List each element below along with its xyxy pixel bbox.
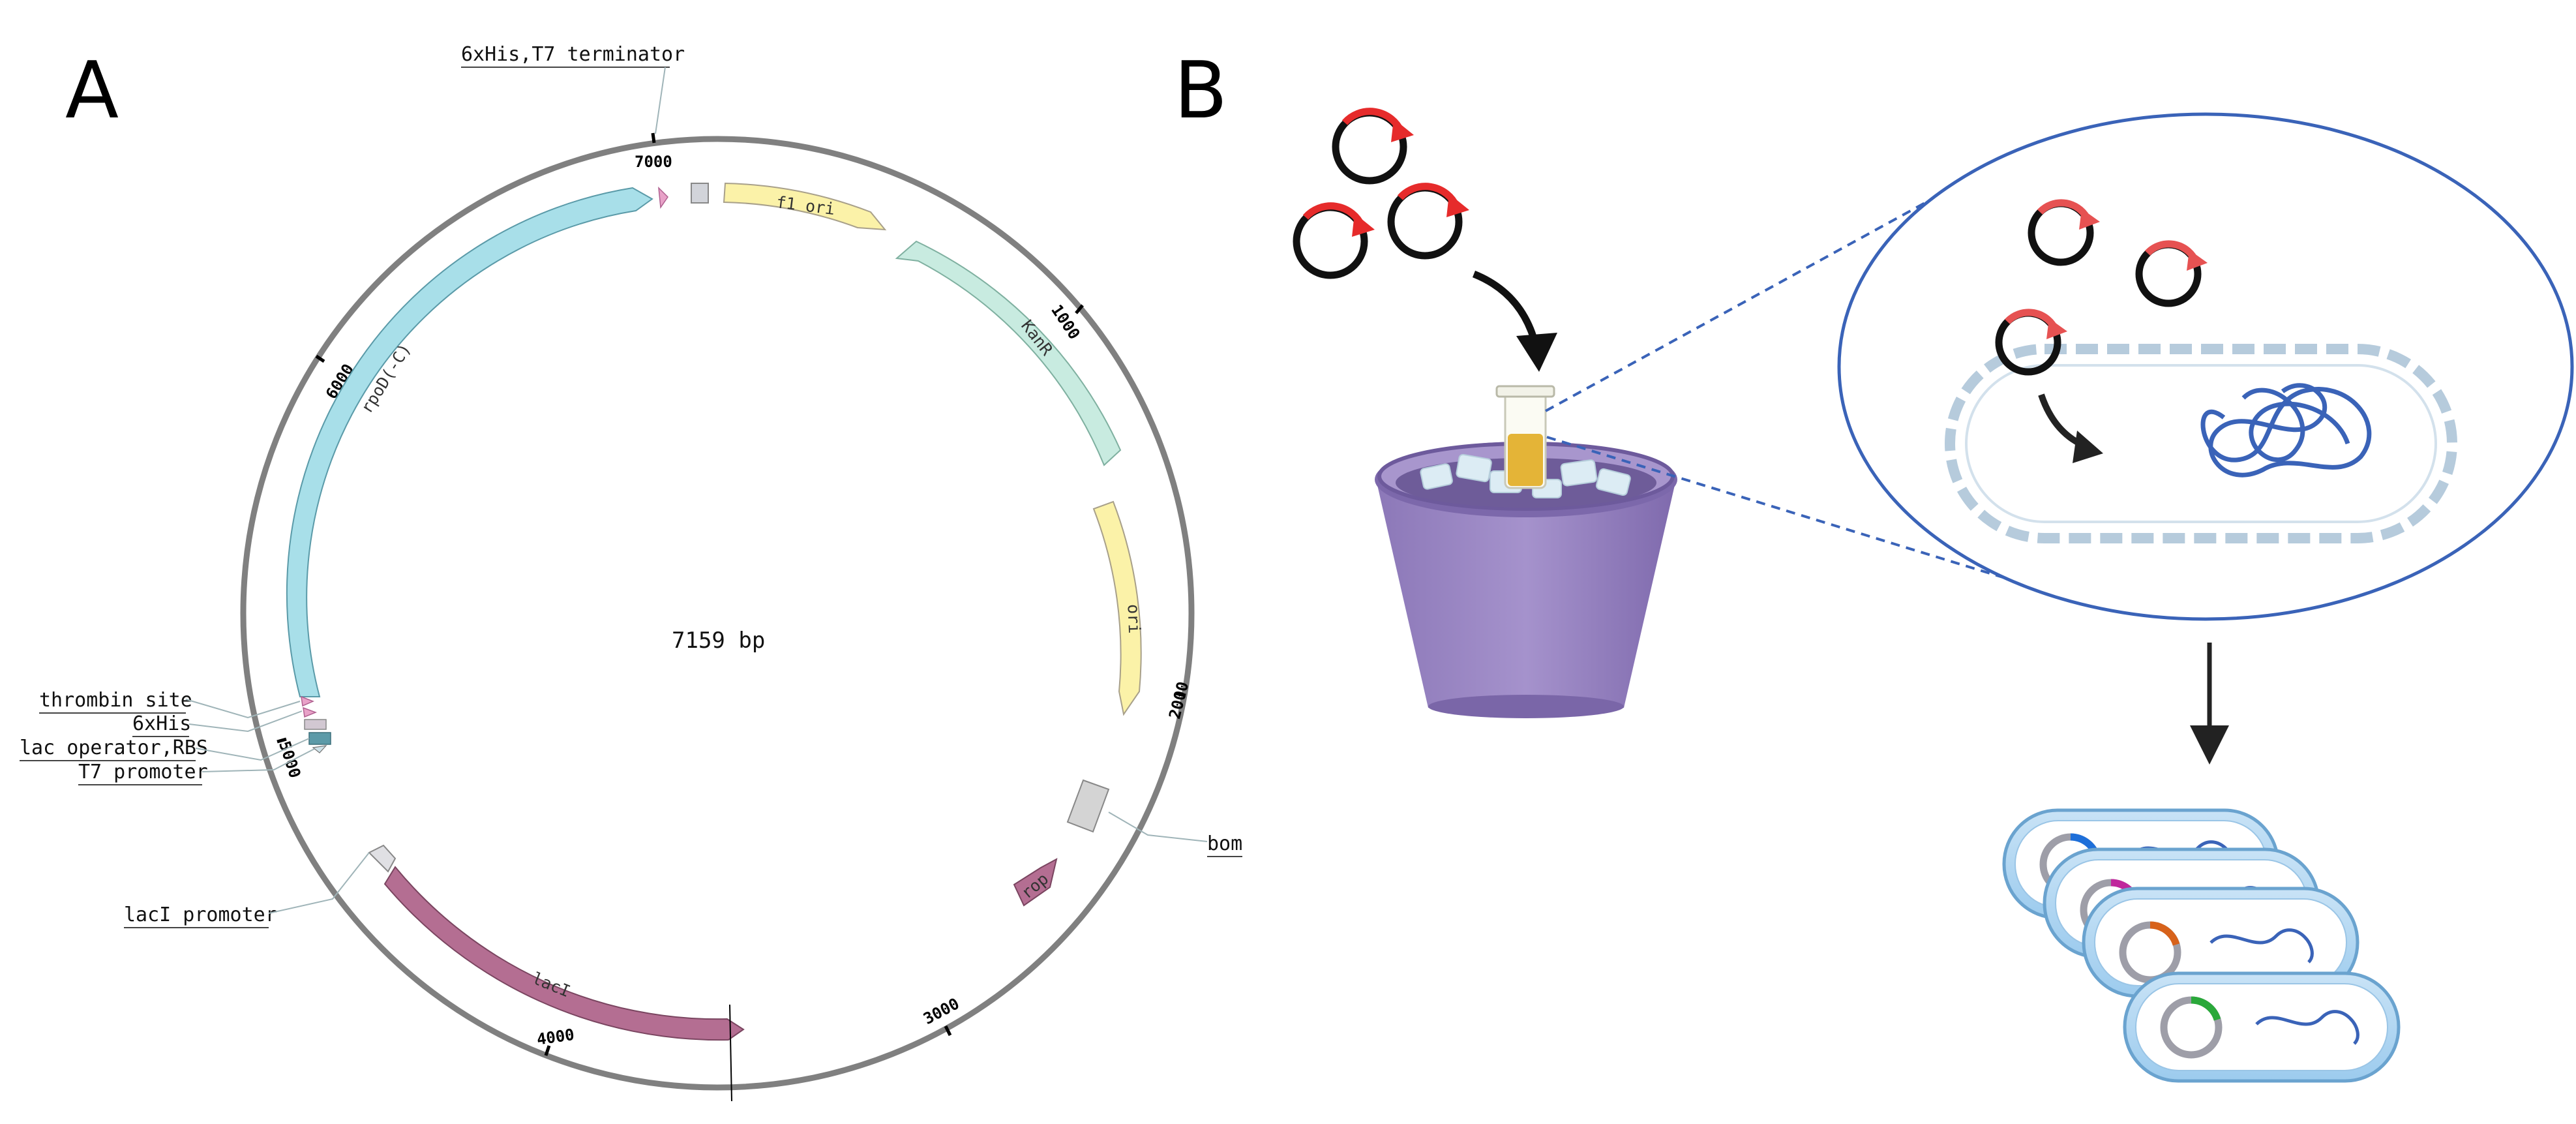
callout-6xhis: 6xHis: [132, 712, 191, 735]
plasmid-insert-4: [2191, 996, 2221, 1021]
plasmid-icon: [1332, 108, 1414, 185]
arrow-into-tube-head: [1516, 333, 1557, 372]
plasmid-icon: [1387, 183, 1469, 260]
feature-his-tag-top: [658, 186, 668, 209]
tick-label-5000: 5000: [275, 739, 304, 781]
zoom-line-bottom: [1546, 436, 2035, 588]
laci-end-marker: [729, 1004, 732, 1102]
plasmid-backbone: [240, 136, 1195, 1091]
zoom-plasmid-2: [2135, 240, 2208, 307]
feature-laci-promoter: [368, 844, 397, 873]
feature-rpod: [286, 187, 653, 697]
plasmid-insert-3: [2149, 921, 2180, 946]
plasmid-callouts: 6xHis,T7 terminator thrombin site 6xHis …: [20, 43, 1242, 928]
feature-cluster-5000: [301, 695, 331, 753]
tick-label-4000: 4000: [535, 1025, 575, 1049]
zoom-plasmid-3: [1995, 309, 2067, 376]
tube: [1495, 385, 1555, 489]
cell-membrane-inner: [1965, 364, 2437, 523]
feature-ori: [1092, 500, 1142, 716]
feature-f1-ori: [723, 182, 887, 231]
feature-rop: [1013, 858, 1058, 907]
plasmid-map: 1000 2000 3000 4000 5000 6000 7000 f1 or…: [240, 132, 1195, 1102]
zoom-plasmid-1: [2028, 199, 2100, 266]
tick-label-7000: 7000: [635, 153, 672, 171]
feature-label-f1-ori: f1 ori: [775, 192, 836, 219]
transformant-cells: [2002, 808, 2401, 1083]
panel-b-label: B: [1174, 46, 1227, 136]
arrow-into-tube: [1472, 270, 1540, 347]
callout-laci-promoter: lacI promoter: [124, 904, 277, 926]
uptake-arrow-head: [2073, 431, 2103, 463]
zoom-line-top: [1545, 188, 1951, 412]
plasmid-icon: [1293, 202, 1375, 279]
callout-lac-operator-rbs: lac operator,RBS: [20, 737, 208, 759]
down-arrow-head: [2190, 725, 2229, 765]
plasmid-size-label: 7159 bp: [672, 628, 765, 654]
feature-kanr: [895, 240, 1122, 466]
tick-label-2000: 2000: [1165, 680, 1192, 721]
chromosome: [2200, 383, 2372, 478]
feature-label-ori: ori: [1124, 604, 1145, 634]
callout-bom: bom: [1207, 832, 1242, 855]
feature-t7-terminator: [691, 183, 709, 204]
free-plasmids: [1293, 108, 1469, 279]
callout-thrombin-site: thrombin site: [39, 689, 192, 712]
callout-his-t7-terminator: 6xHis,T7 terminator: [461, 43, 685, 66]
feature-laci: [383, 866, 745, 1041]
transformant-cell-4: [2123, 971, 2401, 1083]
callout-t7-promoter: T7 promoter: [78, 761, 208, 783]
zoom-view: [1837, 112, 2574, 621]
feature-bom: [1066, 779, 1110, 833]
panel-a-label: A: [65, 46, 119, 136]
ice-bucket: [1375, 385, 1677, 718]
cell-membrane: [1945, 344, 2457, 543]
tick-marks: [277, 132, 1186, 1056]
